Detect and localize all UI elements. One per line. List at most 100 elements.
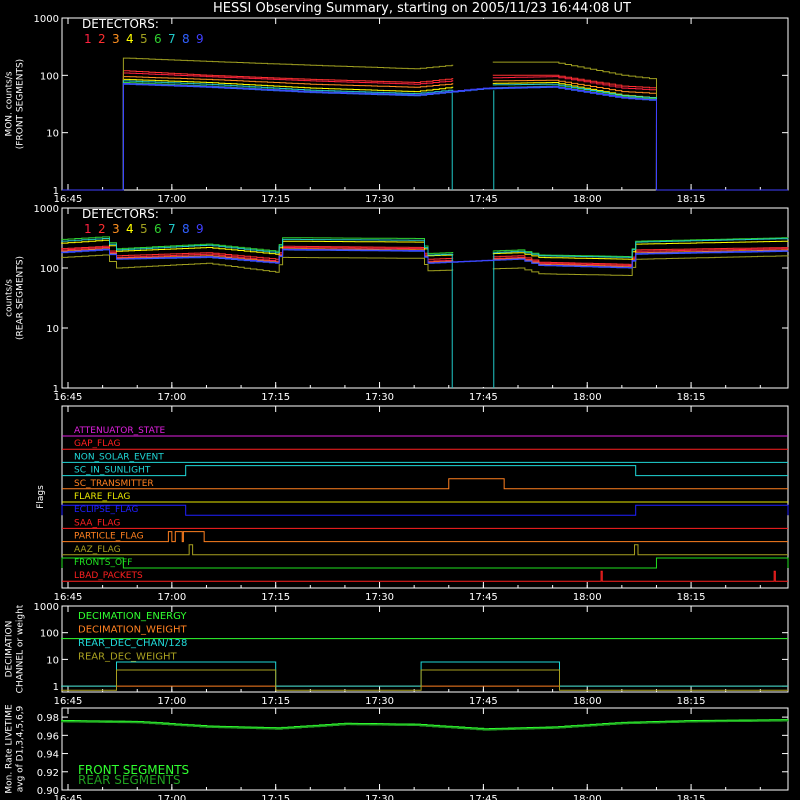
rear-ylabel-line: counts/s [5,279,15,317]
rear-xtick-label: 17:00 [157,392,186,403]
panel-front: 16:45 17:00 17:15 17:30 17:45 18:00 18:15 1 10 10… [34,14,789,205]
rear-xtick-label: 17:15 [261,392,290,403]
rear-ytick-label: 10 [46,324,59,335]
rear-series-3 [61,248,789,268]
livetime-xtick-label: 17:15 [261,794,290,800]
front-frame [61,17,789,191]
decimation-xtick-label: 17:45 [469,696,498,707]
decimation-xtick-label: 17:15 [261,696,290,707]
decimation-ylabel-line: DECIMATION [5,621,15,678]
front-series-8 [62,83,788,191]
decimation-xtick-label: 18:00 [573,696,602,707]
rear-series-5 [61,254,789,276]
rear-series-1 [61,247,789,266]
front-series-5 [62,57,788,191]
rear-xtick-label: 17:30 [365,392,394,403]
livetime-xtick-label: 17:30 [365,794,394,800]
livetime-legend-entry: REAR SEGMENTS [78,773,181,787]
flags-xtick-label: 17:00 [157,592,186,603]
flags-flag-line [61,557,789,569]
decimation-xtick-label: 16:45 [54,696,83,707]
rear-xtick-label: 16:45 [54,392,83,403]
rear-legend-label: 8 [182,222,190,236]
flags-flag-line [62,544,788,556]
decimation-ytick-label: 10 [46,655,59,666]
front-legend-title: DETECTORS: [82,17,159,31]
front-xtick-label: 17:15 [261,194,290,205]
flags-xtick-label: 18:15 [677,592,706,603]
rear-ytick-label: 1000 [34,204,59,215]
front-ytick-label: 1000 [34,14,59,25]
livetime-ytick-label: 0.92 [37,768,59,779]
livetime-xtick-label: 17:45 [469,794,498,800]
flags-flag-line [62,465,788,477]
front-series-6 [62,81,788,191]
flags-xtick-label: 18:00 [573,592,602,603]
rear-gap-edge [451,254,495,388]
front-xtick-label: 18:00 [573,194,602,205]
flags-xtick-label: 16:45 [54,592,83,603]
figure-title: HESSI Observing Summary, starting on 200… [213,1,631,16]
livetime-series-REAR SEGMENTS [61,720,788,731]
livetime-ytick-label: 0.98 [37,713,59,724]
front-legend-label: 6 [154,32,162,46]
front-gap-mask [453,19,493,189]
rear-legend-label: 3 [112,222,120,236]
flags-flag-label: SC_IN_SUNLIGHT [74,466,151,476]
front-series-9 [62,83,788,191]
rear-ylabel-line: (REAR SEGMENTS) [16,256,26,340]
flags-flag-label: SC_TRANSMITTER [74,479,154,489]
front-legend-label: 2 [98,32,106,46]
front-xtick-label: 17:00 [157,194,186,205]
rear-legend-label: 5 [140,222,148,236]
flags-frame [61,405,789,589]
front-legend-label: 9 [196,32,204,46]
rear-legend-label: 4 [126,222,134,236]
livetime-ytick-label: 0.96 [37,731,59,742]
rear-xtick-label: 17:45 [469,392,498,403]
rear-legend-title: DETECTORS: [82,207,159,221]
rear-ylabel: counts/s (REAR SEGMENTS) [5,256,26,340]
rear-ytick-label: 1 [53,384,59,395]
rear-series-2 [61,245,789,265]
rear-frame [61,207,789,389]
livetime-xtick-label: 17:00 [157,794,186,800]
panel-decimation: 16:45 17:00 17:15 17:30 17:45 18:00 18:15 1 10 10… [34,602,789,707]
flags-xtick-label: 17:45 [469,592,498,603]
flags-flag-label: LBAD_PACKETS [74,571,143,581]
front-ylabel-line: MON. counts/s [5,71,15,136]
decimation-ylabel-line: CHANNEL or weight [16,604,26,693]
front-legend-label: 3 [112,32,120,46]
rear-legend-label: 6 [154,222,162,236]
flags-xtick-label: 17:30 [365,592,394,603]
front-legend-label: 8 [182,32,190,46]
rear-gap-mask [453,209,493,387]
decimation-ylabel: DECIMATION CHANNEL or weight [5,604,26,693]
decimation-xtick-label: 17:30 [365,696,394,707]
decimation-legend-entry: REAR_DEC_WEIGHT [78,652,177,663]
decimation-series-REAR_DEC_WEIGHT [61,669,788,691]
decimation-legend-entry: REAR_DEC_CHAN/128 [78,638,187,649]
panel-livetime: 16:45 17:00 17:15 17:30 17:45 18:00 18:15 0.90 0… [37,707,789,800]
front-series-4 [62,78,788,191]
flags-flag-label: FLARE_FLAG [74,492,130,502]
flags-flag-line [62,570,788,582]
panel-rear: 16:45 17:00 17:15 17:30 17:45 18:00 18:15 1 10 10… [34,204,789,403]
rear-xtick-label: 18:00 [573,392,602,403]
front-ylabel-line: (FRONT SEGMENTS) [16,59,26,149]
flags-flag-label: GAP_FLAG [74,439,120,449]
front-ylabel: MON. counts/s (FRONT SEGMENTS) [5,59,26,149]
rear-series-9 [61,248,789,268]
front-legend-label: 7 [168,32,176,46]
flags-ylabel: Flags [36,485,46,509]
decimation-xtick-label: 17:00 [157,696,186,707]
flags-flag-label: FRONTS_OFF [74,558,132,568]
decimation-ytick-label: 100 [40,629,59,640]
flags-ylabel-line: Flags [36,485,46,509]
livetime-legend-entry: FRONT SEGMENTS [78,763,189,777]
rear-legend-label: 2 [98,222,106,236]
panel-flags: 16:45 17:00 17:15 17:30 17:45 18:00 18:15 ATTEN… [54,405,789,603]
decimation-legend-entry: DECIMATION_ENERGY [78,611,187,622]
flags-flag-line [62,531,788,543]
